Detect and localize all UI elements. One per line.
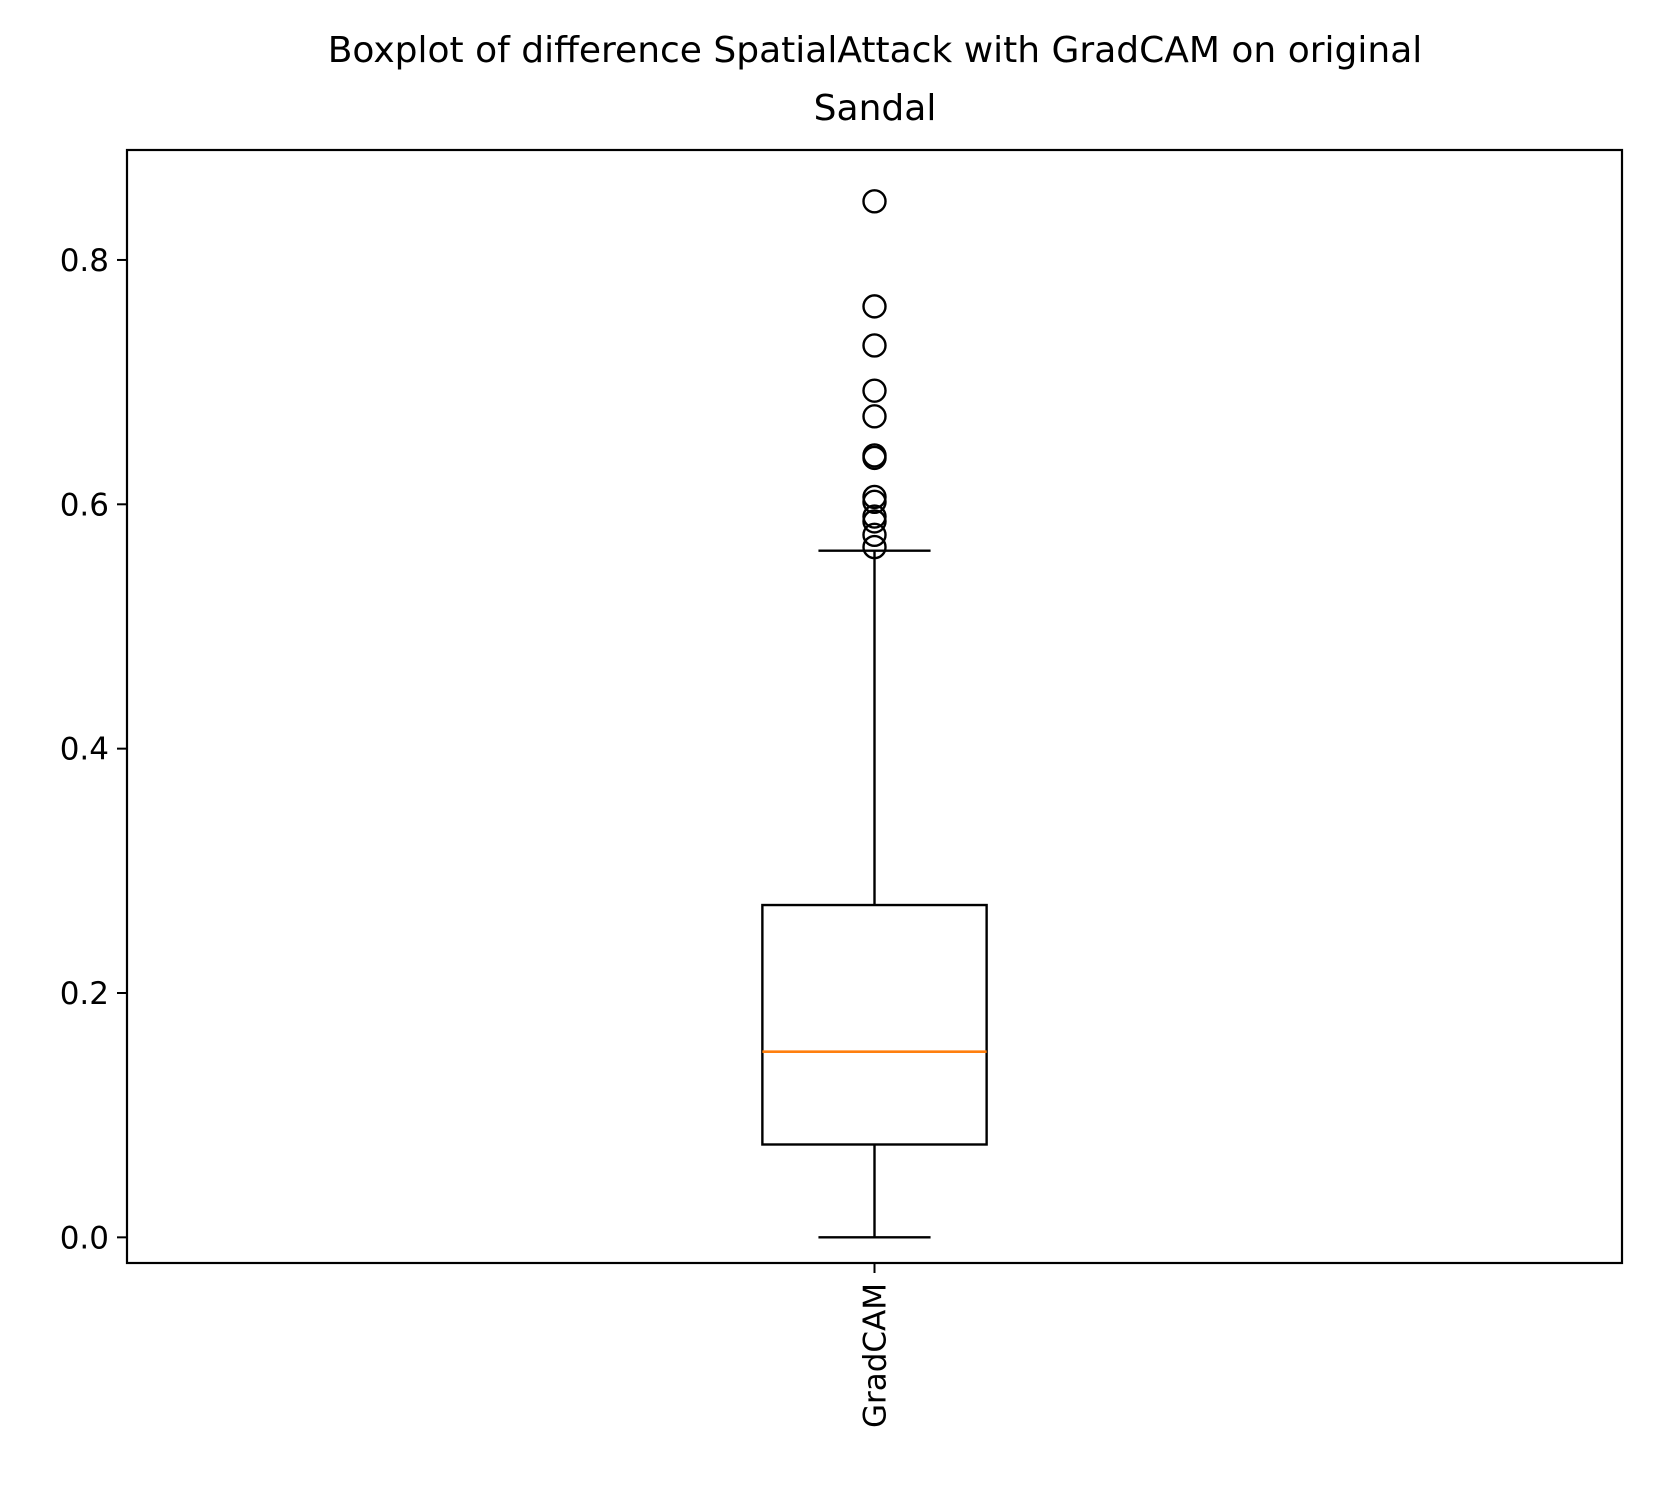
x-axis: GradCAM [858,1263,894,1428]
x-tick-label: GradCAM [858,1283,894,1428]
y-tick-label: 0.4 [60,732,109,768]
y-tick-label: 0.6 [60,487,109,523]
outlier-point [862,445,887,471]
outlier-point [862,378,887,403]
iqr-box [761,903,988,1146]
y-axis: 0.0 0.2 0.4 0.6 0.8 [60,243,127,1256]
outlier-point [862,189,887,214]
y-tick-label: 0.0 [60,1220,109,1256]
outlier-point [862,333,887,358]
y-tick-label: 0.2 [60,976,109,1012]
box-series [761,189,988,1239]
outlier-point [862,522,887,548]
outlier-point [862,489,887,515]
outlier-point [862,509,887,534]
outlier-point [862,404,887,429]
chart-title-line-1: Boxplot of difference SpatialAttack with… [328,30,1423,71]
y-tick-label: 0.8 [60,243,109,279]
outlier-point [862,294,887,319]
chart-title-line-2: Sandal [814,88,937,129]
outlier-point [862,534,887,560]
